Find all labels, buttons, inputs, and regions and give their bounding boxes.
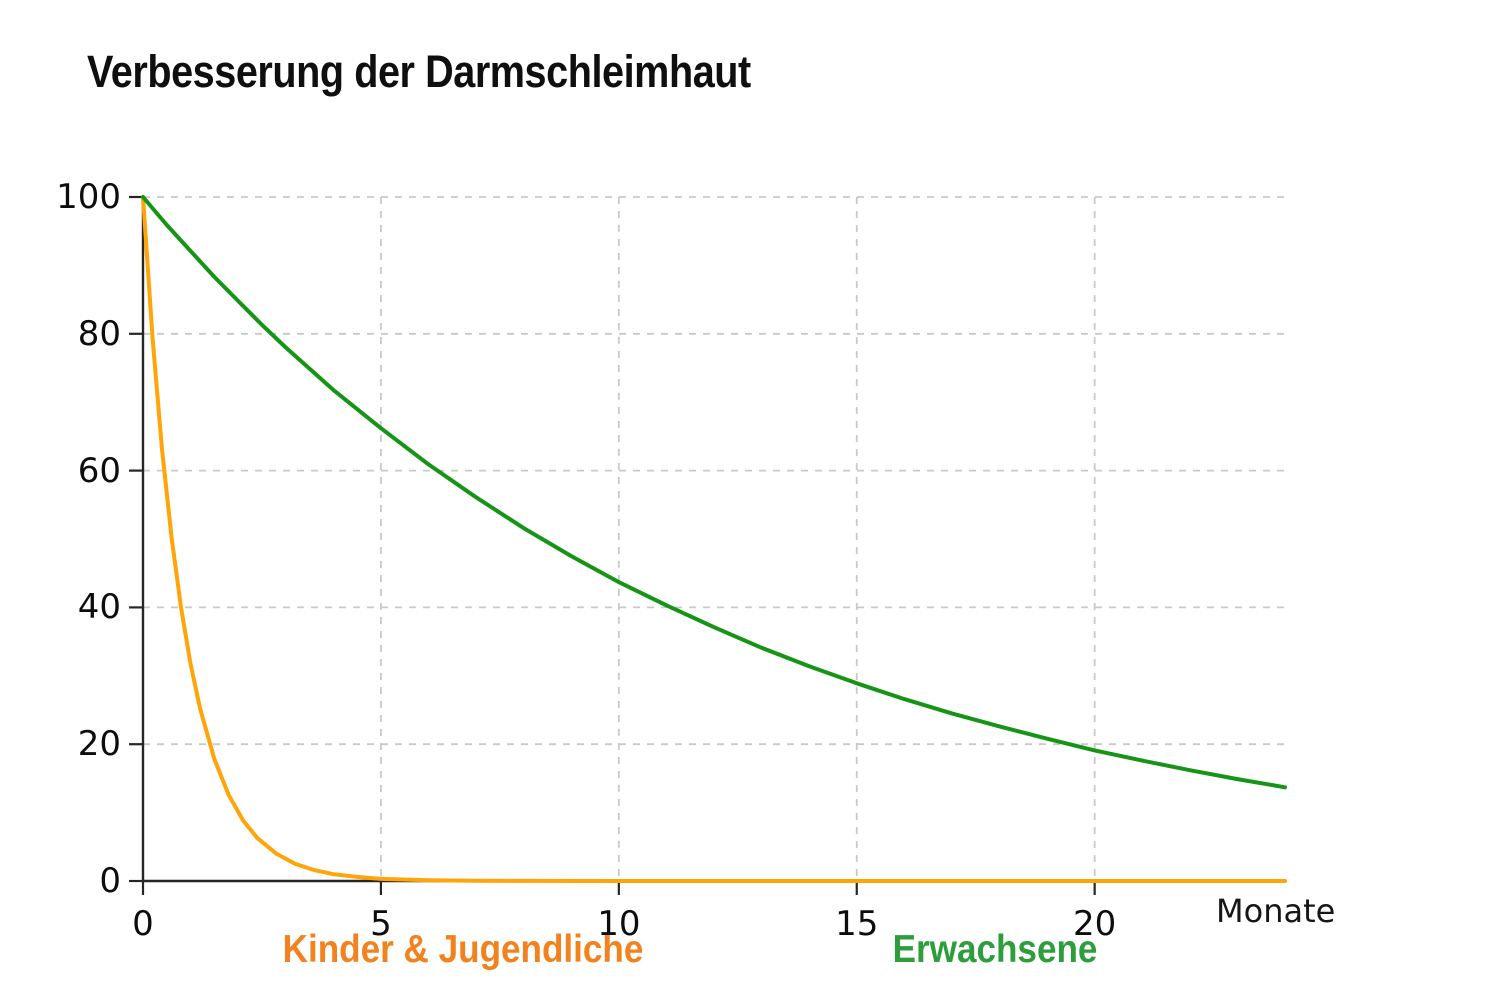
x-tick-label: 20 <box>1073 904 1117 944</box>
y-tick-label: 80 <box>77 313 121 354</box>
x-axis-title: Monate <box>1216 892 1336 930</box>
y-tick-label: 100 <box>56 177 121 217</box>
chart-title: Verbesserung der Darmschleimhaut <box>87 46 751 97</box>
x-tick-label: 5 <box>370 904 392 944</box>
y-tick-label: 40 <box>77 587 121 628</box>
y-tick-label: 0 <box>99 861 121 901</box>
legend-label-erwachsene: Erwachsene <box>892 928 1098 971</box>
x-tick-label: 0 <box>132 904 154 944</box>
series-line-kinder-jugendliche <box>141 195 1287 883</box>
x-tick-label: 10 <box>597 904 641 944</box>
legend-label-kinder-jugendliche: Kinder & Jugendliche <box>282 928 644 971</box>
x-tick-label: 15 <box>835 904 879 944</box>
y-tick-label: 20 <box>77 724 121 765</box>
series-line-erwachsene <box>141 195 1287 790</box>
y-tick-label: 60 <box>77 450 121 491</box>
